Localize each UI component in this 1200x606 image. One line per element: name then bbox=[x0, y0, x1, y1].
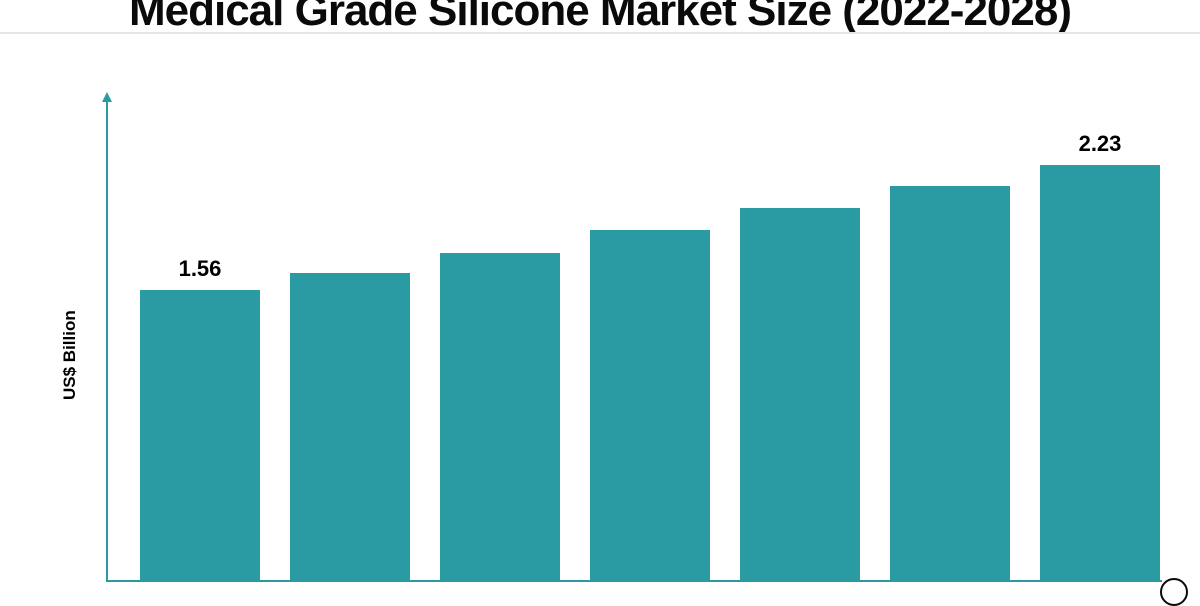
y-axis-line bbox=[106, 100, 108, 582]
bar-2025 bbox=[590, 230, 710, 580]
brand-logo-icon bbox=[1160, 578, 1188, 606]
x-axis-line bbox=[106, 580, 1162, 582]
bar-label-2028: 2.23 bbox=[1079, 131, 1122, 157]
bar-2028: 2.23 bbox=[1040, 165, 1160, 580]
chart-title: Medical Grade Silicone Market Size (2022… bbox=[0, 0, 1200, 36]
bar-2026 bbox=[740, 208, 860, 580]
bar-2022: 1.56 bbox=[140, 290, 260, 580]
bar-2027 bbox=[890, 186, 1010, 580]
bar-label-2022: 1.56 bbox=[179, 256, 222, 282]
y-axis-label: US$ Billion bbox=[60, 310, 80, 400]
title-underline bbox=[0, 32, 1200, 34]
bar-container: 1.56 2.23 bbox=[140, 165, 1160, 580]
bar-2024 bbox=[440, 253, 560, 580]
bar-2023 bbox=[290, 273, 410, 580]
